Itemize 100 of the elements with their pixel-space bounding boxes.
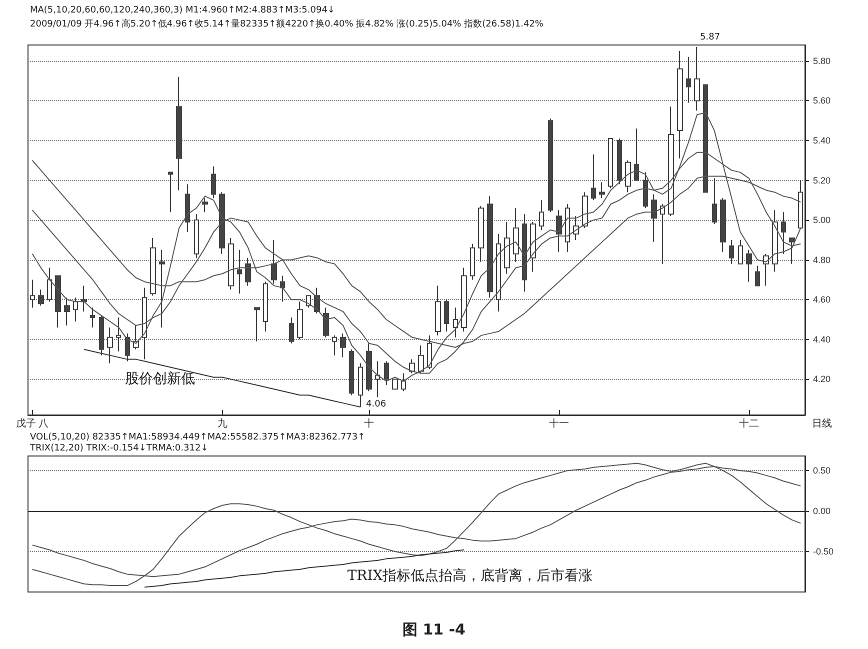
y-tick-label: 0.00: [813, 506, 831, 516]
text: VOL(5,10,20) 82335↑MA1:58934.449↑MA2:55582.375↑MA3:82362.773↑: [30, 432, 366, 442]
y-tick-label: 4.80: [813, 254, 831, 265]
candlestick: [401, 372, 406, 392]
y-tick-label: 0.50: [813, 466, 831, 476]
candlestick: [289, 317, 294, 344]
candlestick: [107, 326, 113, 364]
candlestick: [254, 307, 260, 342]
candlestick: [755, 265, 760, 286]
candlestick: [591, 154, 596, 201]
y-tick-label: 4.60: [813, 294, 831, 305]
text: 日线: [812, 418, 832, 430]
text: 2009/01/09 开4.96↑高5.20↑低4.96↑收5.14↑量82335↑额4220↑换0.40% 振4.82% 涨(0.25)5.04% 指数(26.58)1.42%: [30, 18, 544, 30]
line-series: [144, 549, 464, 588]
y-tick-label: 4.40: [813, 334, 831, 344]
candlestick: [539, 200, 544, 230]
annotation: 股价创新低: [125, 371, 195, 387]
candlestick: [271, 239, 277, 284]
candlestick: [116, 317, 121, 352]
candlestick: [211, 166, 216, 199]
candlestick: [332, 334, 337, 356]
candlestick: [556, 210, 562, 252]
candlestick: [798, 180, 803, 229]
candlestick: [643, 172, 648, 209]
candlestick: [504, 222, 510, 274]
candlestick: [729, 239, 734, 264]
candlestick: [168, 172, 173, 213]
candlestick: [202, 198, 208, 213]
candlestick: [375, 360, 380, 398]
candlestick: [418, 344, 424, 374]
candlestick: [142, 287, 147, 360]
candlestick: [582, 192, 588, 229]
candlestick: [280, 275, 285, 302]
candlestick: [530, 222, 536, 272]
candlestick: [176, 76, 182, 191]
candlestick: [99, 315, 104, 356]
y-tick-label: 4.20: [813, 374, 831, 384]
text: TRIX(12,20) TRIX:-0.154↓TRMA:0.312↓: [29, 444, 208, 454]
candlestick: [522, 214, 527, 292]
candlestick: [297, 301, 303, 340]
x-tick-label: 九: [217, 418, 228, 430]
candlestick: [703, 84, 708, 193]
candlestick: [125, 332, 130, 362]
candlestick: [73, 297, 78, 322]
x-tick-label: 十二: [738, 418, 759, 430]
candlestick: [150, 237, 156, 296]
candlestick: [513, 208, 519, 262]
candlestick: [738, 239, 743, 264]
candlestick: [634, 128, 639, 181]
candlestick: [617, 138, 622, 185]
y-tick-label: 5.00: [813, 215, 831, 226]
y-tick-label: 5.40: [813, 135, 831, 146]
candlestick: [789, 237, 795, 264]
candlestick: [81, 285, 87, 312]
candlestick: [763, 253, 769, 286]
y-tick-label: 5.20: [813, 175, 831, 186]
candlestick: [720, 198, 726, 252]
candlestick: [677, 50, 683, 159]
candlestick: [219, 192, 225, 254]
candlestick: [686, 56, 691, 104]
candlestick: [694, 46, 700, 112]
candlestick: [487, 196, 493, 298]
caption: 图 11 -4: [402, 620, 466, 638]
candlestick: [444, 299, 449, 332]
candlestick: [453, 307, 458, 338]
candlestick: [340, 332, 346, 358]
candlestick: [409, 358, 415, 374]
candlestick: [323, 307, 329, 338]
annotation: 4.06: [366, 400, 386, 410]
candlestick: [712, 178, 717, 225]
candlestick: [263, 281, 268, 332]
candlestick: [660, 204, 665, 264]
y-tick-label: -0.50: [813, 546, 834, 557]
candlestick: [427, 334, 432, 370]
candlestick: [496, 233, 501, 312]
candlestick: [746, 249, 752, 282]
candlestick: [47, 267, 52, 302]
x-tick-label: 十一: [548, 418, 569, 430]
candlestick: [228, 237, 234, 290]
annotation: TRIX指标低点抬高，底背离，后市看涨: [347, 568, 593, 584]
candlestick: [366, 342, 372, 392]
text: MA(5,10,20,60,60,120,240,360,3) M1:4.960↑M2:4.883↑M3:5.094↓: [30, 6, 335, 16]
candlestick: [55, 275, 61, 328]
candlestick: [185, 184, 190, 232]
candlestick: [384, 360, 389, 386]
candlestick: [349, 348, 354, 396]
candlestick: [64, 297, 70, 326]
candlestick: [245, 257, 251, 286]
candlestick: [772, 210, 778, 272]
candlestick: [470, 243, 475, 280]
x-tick-label: 十: [364, 418, 374, 430]
candlestick: [461, 267, 467, 332]
candlestick: [625, 160, 631, 193]
candlestick: [358, 362, 363, 408]
candlestick: [651, 194, 657, 242]
candlestick: [392, 378, 398, 390]
candlestick: [435, 285, 441, 336]
candlestick: [781, 212, 786, 254]
line-series: [84, 348, 361, 408]
y-tick-label: 5.60: [813, 96, 831, 106]
